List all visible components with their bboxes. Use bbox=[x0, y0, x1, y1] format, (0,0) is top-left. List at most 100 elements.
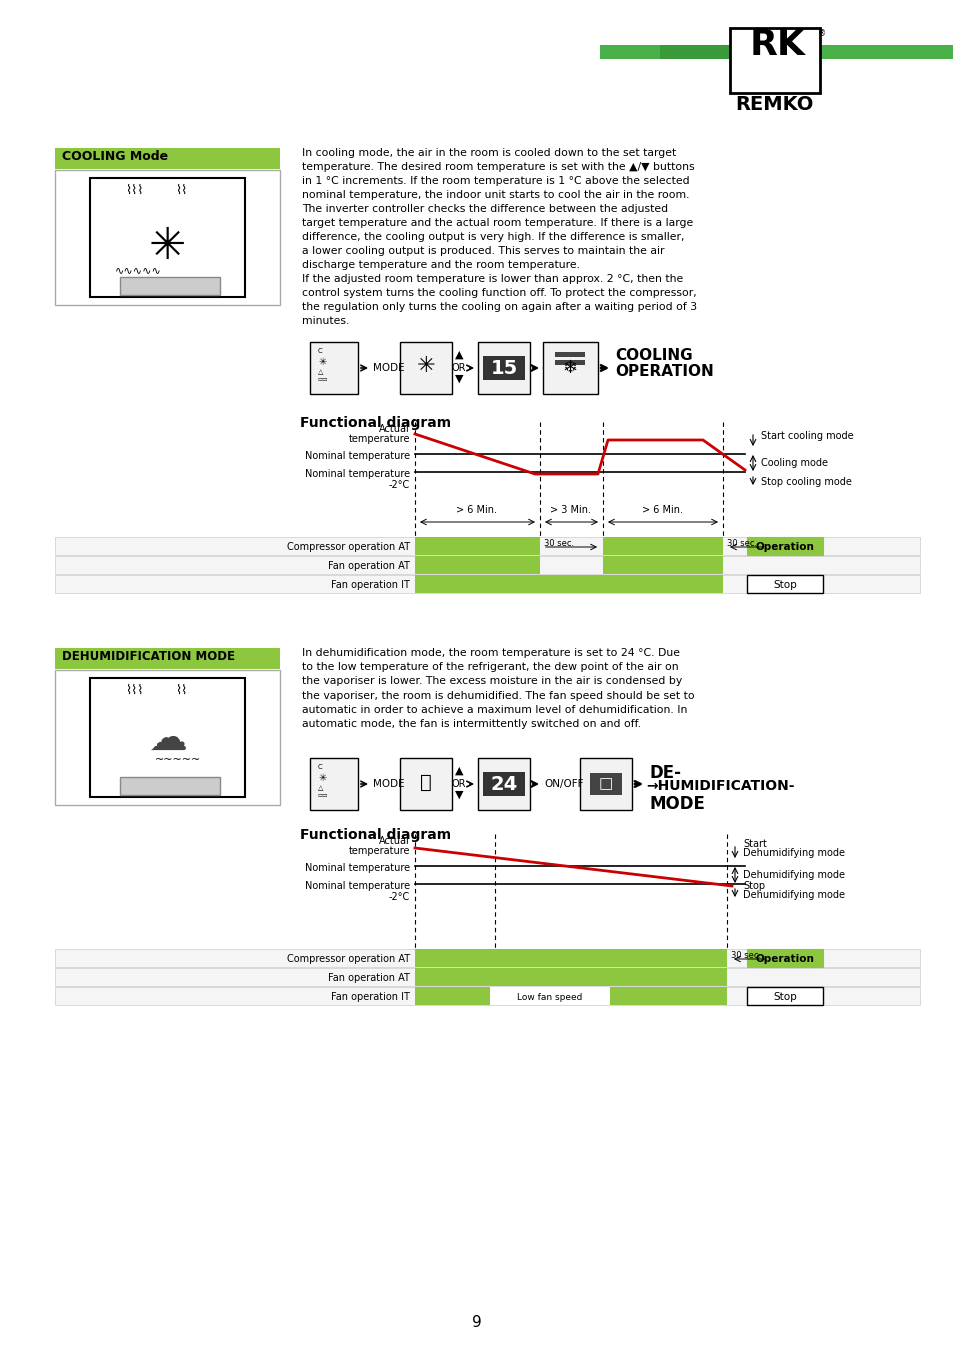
Text: > 3 Min.: > 3 Min. bbox=[550, 505, 591, 514]
Bar bbox=[602, 537, 722, 555]
Text: Start: Start bbox=[742, 838, 766, 849]
Bar bbox=[602, 556, 722, 574]
Text: COOLING Mode: COOLING Mode bbox=[62, 150, 168, 163]
Text: > 6 Min.: > 6 Min. bbox=[641, 505, 682, 514]
Text: DE-: DE- bbox=[649, 764, 681, 782]
Text: Actual: Actual bbox=[379, 836, 410, 846]
Bar bbox=[659, 45, 909, 59]
Bar bbox=[752, 45, 755, 59]
Text: -2°C: -2°C bbox=[388, 481, 410, 490]
Text: REMKO: REMKO bbox=[734, 95, 813, 113]
Text: automatic in order to achieve a maximum level of dehumidification. In: automatic in order to achieve a maximum … bbox=[302, 705, 687, 714]
Bar bbox=[477, 757, 530, 810]
Bar bbox=[722, 45, 725, 59]
Bar bbox=[618, 45, 620, 59]
Text: ⌇⌇⌇: ⌇⌇⌇ bbox=[125, 684, 143, 697]
Bar bbox=[55, 556, 919, 574]
Text: ▭▭: ▭▭ bbox=[317, 377, 328, 382]
Bar bbox=[692, 45, 696, 59]
Text: ✳: ✳ bbox=[317, 356, 326, 367]
Bar bbox=[689, 45, 692, 59]
Text: Operation: Operation bbox=[755, 954, 814, 964]
Text: minutes.: minutes. bbox=[302, 316, 349, 325]
Bar bbox=[767, 45, 770, 59]
Bar bbox=[399, 757, 452, 810]
Bar bbox=[636, 45, 639, 59]
Text: Functional diagram: Functional diagram bbox=[299, 416, 451, 431]
Bar bbox=[734, 45, 738, 59]
Bar bbox=[704, 45, 707, 59]
Bar bbox=[415, 968, 726, 986]
Bar bbox=[55, 575, 919, 593]
Bar bbox=[759, 45, 761, 59]
Bar bbox=[644, 45, 647, 59]
Bar bbox=[647, 45, 650, 59]
Text: Actual: Actual bbox=[379, 424, 410, 433]
Bar bbox=[680, 45, 683, 59]
Text: COOLING: COOLING bbox=[615, 348, 692, 363]
Bar bbox=[641, 45, 644, 59]
Text: ✳: ✳ bbox=[149, 225, 186, 269]
Text: OPERATION: OPERATION bbox=[615, 364, 713, 379]
Text: ON/OFF: ON/OFF bbox=[543, 779, 583, 788]
Text: 30 sec.: 30 sec. bbox=[726, 539, 757, 548]
Bar bbox=[415, 575, 722, 593]
Text: target temperature and the actual room temperature. If there is a large: target temperature and the actual room t… bbox=[302, 217, 693, 228]
Bar bbox=[612, 45, 615, 59]
Text: nominal temperature, the indoor unit starts to cool the air in the room.: nominal temperature, the indoor unit sta… bbox=[302, 190, 689, 200]
Bar bbox=[665, 45, 668, 59]
Text: The inverter controller checks the difference between the adjusted: The inverter controller checks the diffe… bbox=[302, 204, 667, 215]
Text: OR: OR bbox=[452, 363, 466, 373]
Bar bbox=[659, 45, 662, 59]
Text: □: □ bbox=[598, 776, 613, 791]
Bar bbox=[696, 45, 699, 59]
Text: Start cooling mode: Start cooling mode bbox=[760, 431, 853, 441]
Bar bbox=[579, 757, 631, 810]
Bar bbox=[746, 575, 822, 593]
Bar bbox=[678, 45, 680, 59]
Bar bbox=[90, 178, 245, 297]
Text: Nominal temperature: Nominal temperature bbox=[305, 863, 410, 873]
Bar bbox=[770, 45, 773, 59]
Text: Dehumidifying mode: Dehumidifying mode bbox=[742, 848, 844, 859]
Text: Fan operation IT: Fan operation IT bbox=[331, 580, 410, 590]
Text: Operation: Operation bbox=[755, 541, 814, 552]
Bar bbox=[710, 45, 713, 59]
Text: →HUMIDIFICATION-: →HUMIDIFICATION- bbox=[645, 779, 794, 792]
Bar bbox=[657, 45, 659, 59]
Bar bbox=[605, 45, 608, 59]
Bar bbox=[738, 45, 740, 59]
Bar bbox=[599, 45, 909, 59]
Bar bbox=[626, 45, 629, 59]
Bar bbox=[717, 45, 720, 59]
Bar bbox=[729, 28, 820, 93]
Text: 9: 9 bbox=[472, 1315, 481, 1330]
Text: 24: 24 bbox=[490, 775, 517, 794]
Text: ⌇⌇⌇: ⌇⌇⌇ bbox=[125, 184, 143, 197]
Bar bbox=[55, 648, 280, 670]
Text: temperature. The desired room temperature is set with the ▲/▼ buttons: temperature. The desired room temperatur… bbox=[302, 162, 694, 171]
Text: Stop cooling mode: Stop cooling mode bbox=[760, 477, 851, 487]
Bar bbox=[615, 45, 618, 59]
Text: temperature: temperature bbox=[348, 846, 410, 856]
Text: MODE: MODE bbox=[649, 795, 705, 813]
Bar bbox=[654, 45, 657, 59]
Bar bbox=[55, 670, 280, 805]
Text: Stop: Stop bbox=[772, 992, 796, 1002]
Text: ❄: ❄ bbox=[562, 359, 577, 377]
Bar bbox=[728, 45, 731, 59]
Bar bbox=[668, 45, 671, 59]
Text: Dehumidifying mode: Dehumidifying mode bbox=[742, 869, 844, 880]
Text: △: △ bbox=[317, 369, 323, 375]
Text: ⌇⌇: ⌇⌇ bbox=[174, 184, 187, 197]
Bar bbox=[490, 987, 609, 1004]
Text: ▼: ▼ bbox=[455, 790, 463, 801]
Text: the vaporiser is lower. The excess moisture in the air is condensed by: the vaporiser is lower. The excess moist… bbox=[302, 676, 681, 686]
Text: -2°C: -2°C bbox=[388, 892, 410, 902]
Text: ▲: ▲ bbox=[455, 765, 463, 776]
Text: a lower cooling output is produced. This serves to maintain the air: a lower cooling output is produced. This… bbox=[302, 246, 664, 256]
Text: in 1 °C increments. If the room temperature is 1 °C above the selected: in 1 °C increments. If the room temperat… bbox=[302, 176, 689, 186]
Text: the regulation only turns the cooling on again after a waiting period of 3: the regulation only turns the cooling on… bbox=[302, 302, 697, 312]
Bar bbox=[731, 45, 734, 59]
Text: Fan operation IT: Fan operation IT bbox=[331, 992, 410, 1002]
